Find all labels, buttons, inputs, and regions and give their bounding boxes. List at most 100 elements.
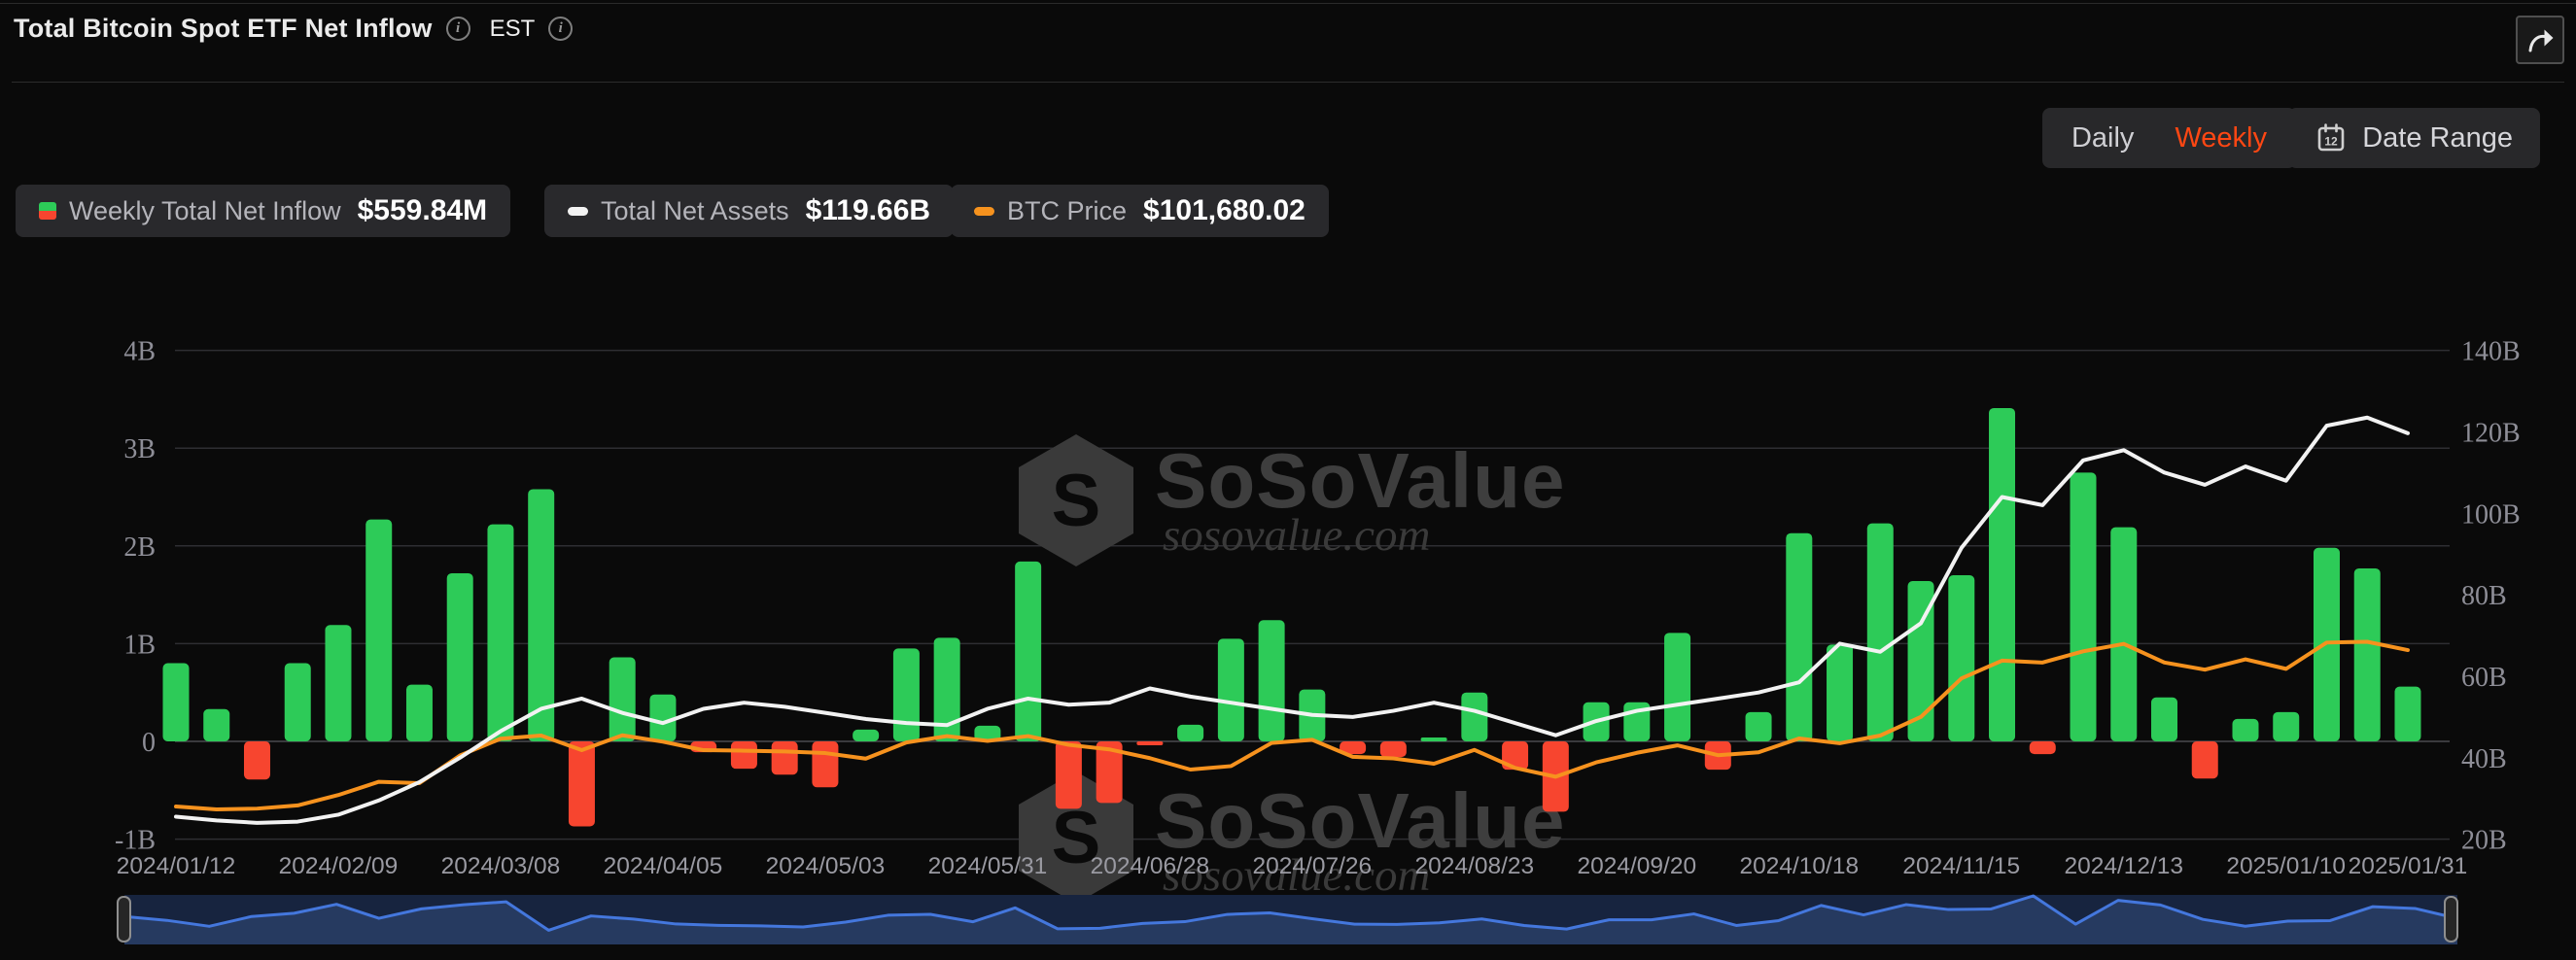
- bar-2024/12/27[interactable]: [2191, 741, 2218, 779]
- svg-text:40B: 40B: [2461, 744, 2507, 774]
- bar-2024/11/01[interactable]: [1866, 523, 1894, 741]
- bar-2024/10/11[interactable]: [1745, 711, 1772, 741]
- title-info-icon[interactable]: i: [445, 17, 470, 41]
- bar-2025/01/24[interactable]: [2353, 567, 2381, 741]
- bar-2024/05/03[interactable]: [812, 741, 839, 788]
- bar-2024/12/06[interactable]: [2070, 472, 2097, 741]
- bar-2024/02/09[interactable]: [325, 625, 352, 741]
- legend-label: Total Net Assets: [601, 195, 789, 225]
- svg-text:S: S: [1052, 797, 1101, 879]
- svg-text:S: S: [1052, 460, 1101, 542]
- bar-2024/05/24[interactable]: [933, 637, 960, 741]
- legend-value: $119.66B: [805, 194, 931, 226]
- navigator-handle-left[interactable]: [117, 896, 131, 943]
- navigator[interactable]: [117, 894, 2458, 944]
- svg-text:12: 12: [2325, 135, 2339, 149]
- bar-2024/03/22[interactable]: [568, 741, 595, 827]
- svg-text:120B: 120B: [2461, 418, 2521, 448]
- svg-text:20B: 20B: [2461, 826, 2507, 856]
- legend-value: $559.84M: [357, 194, 488, 226]
- bar-2024/10/18[interactable]: [1786, 532, 1813, 741]
- svg-text:2025/01/10: 2025/01/10: [2226, 853, 2346, 879]
- share-button[interactable]: [2516, 16, 2564, 64]
- svg-text:2024/08/23: 2024/08/23: [1415, 853, 1535, 879]
- legend: Weekly Total Net Inflow $559.84M Total N…: [0, 185, 2576, 237]
- bar-2024/03/29[interactable]: [609, 657, 636, 741]
- page-title: Total Bitcoin Spot ETF Net Inflow: [14, 14, 433, 43]
- svg-text:0: 0: [142, 728, 156, 758]
- svg-text:2024/09/20: 2024/09/20: [1578, 853, 1697, 879]
- bar-2024/08/23[interactable]: [1461, 692, 1488, 741]
- bar-2024/11/08[interactable]: [1907, 581, 1934, 741]
- bar-2024/08/16[interactable]: [1420, 737, 1447, 741]
- bar-2024/05/31[interactable]: [974, 725, 1001, 741]
- watermark-brand: SoSoValue: [1155, 437, 1565, 524]
- bar-2024/10/25[interactable]: [1827, 644, 1854, 741]
- share-icon: [2528, 29, 2554, 52]
- svg-text:2B: 2B: [123, 532, 156, 563]
- bar-2024/03/15[interactable]: [528, 489, 555, 741]
- bar-2025/01/10[interactable]: [2273, 711, 2300, 741]
- bar-2024/02/02[interactable]: [284, 663, 311, 741]
- bar-2024/07/19[interactable]: [1258, 620, 1285, 741]
- bar-2024/03/01[interactable]: [446, 572, 473, 741]
- legend-item-net-inflow[interactable]: Weekly Total Net Inflow $559.84M: [16, 185, 511, 237]
- legend-item-btc-price[interactable]: BTC Price $101,680.02: [951, 185, 1329, 237]
- bar-2024/05/10[interactable]: [853, 729, 880, 741]
- bar-2024/08/30[interactable]: [1502, 741, 1529, 771]
- svg-text:2024/04/05: 2024/04/05: [604, 853, 723, 879]
- svg-text:2024/10/18: 2024/10/18: [1739, 853, 1859, 879]
- interval-weekly-button[interactable]: Weekly: [2175, 121, 2267, 154]
- net-assets-line: [174, 415, 2410, 825]
- svg-text:80B: 80B: [2461, 581, 2507, 611]
- bar-2024/07/12[interactable]: [1217, 638, 1244, 741]
- bar-2024/11/29[interactable]: [2029, 741, 2056, 755]
- bar-2024/02/16[interactable]: [366, 519, 393, 741]
- timezone-info-icon[interactable]: i: [548, 17, 574, 41]
- bar-2024/05/17[interactable]: [892, 648, 920, 741]
- bar-2024/02/23[interactable]: [405, 684, 433, 741]
- legend-item-net-assets[interactable]: Total Net Assets $119.66B: [544, 185, 955, 237]
- bar-2024/08/02[interactable]: [1340, 741, 1367, 755]
- interval-daily-button[interactable]: Daily: [2071, 121, 2135, 154]
- gridlines: [175, 349, 2450, 840]
- bar-2024/09/27[interactable]: [1664, 633, 1691, 741]
- bar-2024/12/13[interactable]: [2110, 527, 2138, 741]
- svg-text:2024/05/03: 2024/05/03: [766, 853, 886, 879]
- svg-text:2024/12/13: 2024/12/13: [2064, 853, 2183, 879]
- navigator-line: [123, 894, 2458, 932]
- bar-2024/03/08[interactable]: [487, 524, 514, 741]
- bar-2024/01/26[interactable]: [243, 741, 270, 780]
- bar-2024/01/19[interactable]: [203, 708, 230, 741]
- sosovalue-logo-icon: [1019, 434, 1133, 566]
- bar-2024/04/19[interactable]: [730, 741, 757, 770]
- sosovalue-logo-icon: [1019, 771, 1133, 904]
- bar-2024/11/22[interactable]: [1989, 407, 2016, 741]
- navigator-handle-right[interactable]: [2444, 896, 2458, 943]
- interval-toggle: Daily Weekly: [2041, 108, 2296, 168]
- bar-2024/06/21[interactable]: [1096, 741, 1123, 804]
- header: Total Bitcoin Spot ETF Net Inflow i EST …: [14, 14, 574, 44]
- svg-text:2024/05/31: 2024/05/31: [928, 853, 1048, 879]
- svg-text:1B: 1B: [123, 630, 156, 660]
- header-divider: [12, 82, 2564, 83]
- svg-text:2024/02/09: 2024/02/09: [279, 853, 399, 879]
- bar-2024/04/05[interactable]: [649, 694, 677, 741]
- bar-2024/11/15[interactable]: [1948, 574, 1975, 741]
- bar-2024/06/28[interactable]: [1136, 741, 1164, 746]
- bar-2024/04/26[interactable]: [771, 741, 798, 775]
- bar-2025/01/31[interactable]: [2394, 686, 2421, 741]
- svg-text:2024/03/08: 2024/03/08: [441, 853, 561, 879]
- bar-2024/08/09[interactable]: [1379, 741, 1407, 758]
- bar-2024/01/12[interactable]: [162, 663, 190, 741]
- bar-2024/07/05[interactable]: [1177, 724, 1204, 741]
- date-range-button[interactable]: 12 Date Range: [2288, 108, 2540, 168]
- bar-2024/12/20[interactable]: [2151, 697, 2178, 741]
- bar-2024/06/14[interactable]: [1055, 741, 1082, 809]
- bar-2025/01/03[interactable]: [2232, 718, 2259, 741]
- bar-2024/06/07[interactable]: [1015, 561, 1042, 741]
